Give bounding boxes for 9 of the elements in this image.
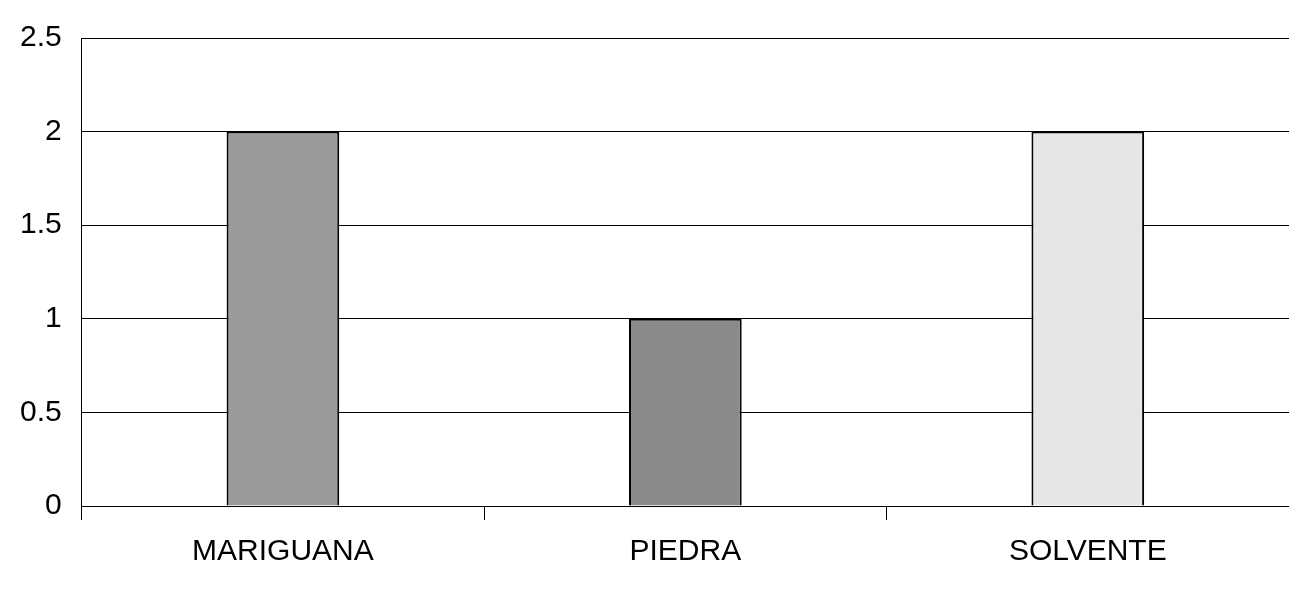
x-tick-label: MARIGUANA [192, 533, 374, 567]
y-tick-label: 2.5 [19, 19, 62, 53]
x-tick-label: SOLVENTE [1008, 533, 1167, 567]
x-tick-label: PIEDRA [629, 533, 742, 567]
y-tick-label: 0.5 [19, 393, 62, 427]
y-tick-label: 1.5 [19, 206, 62, 240]
y-tick-label: 0 [45, 487, 62, 521]
y-tick-label: 1 [45, 300, 62, 334]
y-tick-label: 2 [45, 112, 62, 146]
